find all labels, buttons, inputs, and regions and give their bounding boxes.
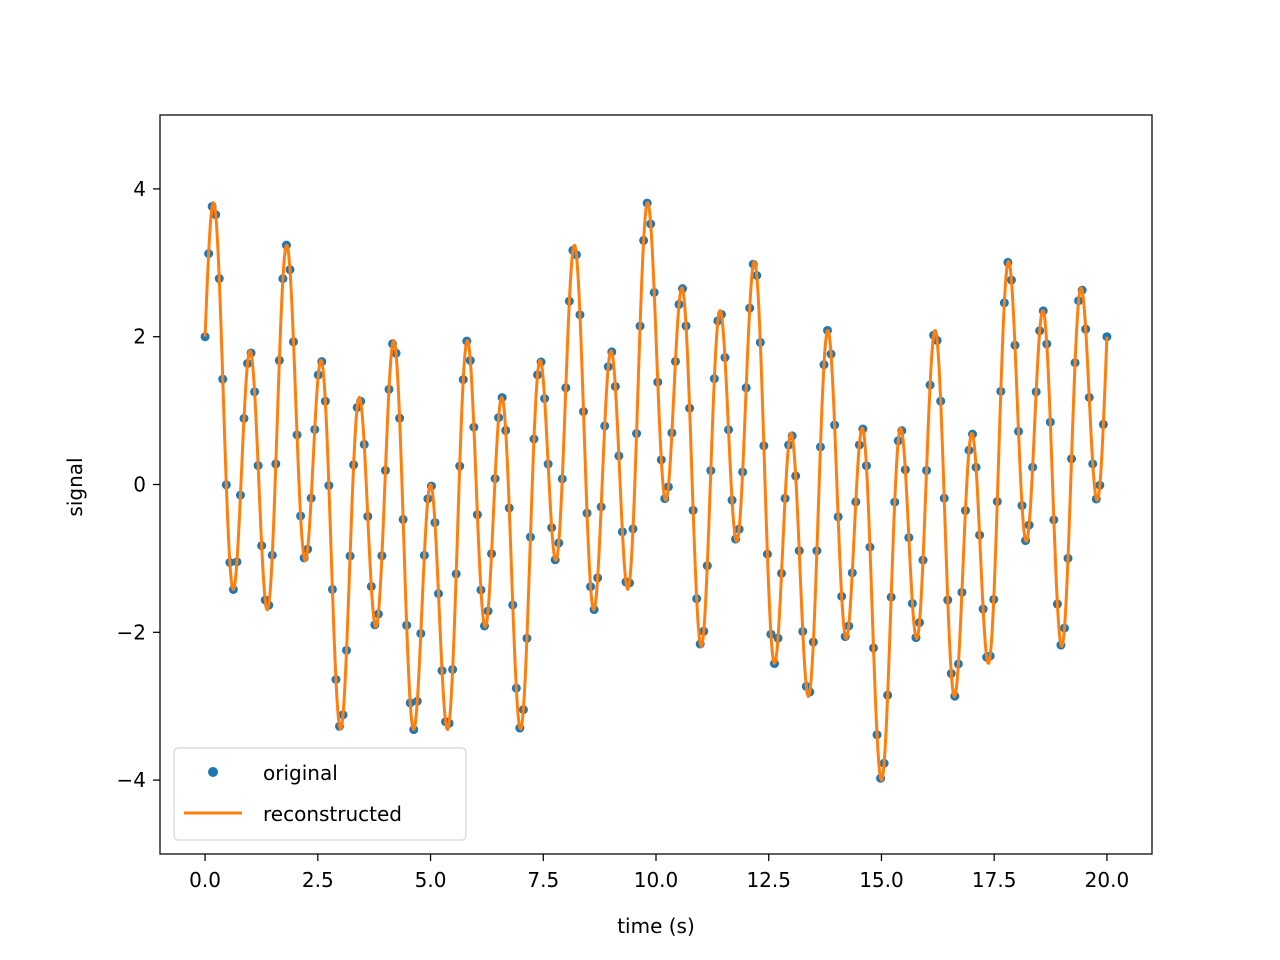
y-tick-label: 2: [133, 325, 146, 349]
legend-marker-original: [208, 767, 218, 777]
y-tick-label: −4: [117, 768, 146, 792]
x-tick-label: 5.0: [415, 868, 447, 892]
series-layer: [200, 198, 1112, 783]
legend-box: [173, 747, 467, 841]
legend-label-original: original: [263, 761, 338, 785]
x-tick-label: 12.5: [746, 868, 791, 892]
x-tick-label: 17.5: [972, 868, 1017, 892]
series-line-reconstructed: [203, 201, 1109, 782]
y-tick-label: 4: [133, 177, 146, 201]
y-axis-label: signal: [63, 457, 87, 516]
x-tick-label: 15.0: [859, 868, 904, 892]
x-axis: 0.0 2.5 5.0 7.5 10.0 12.5 15.0 17.5 20.0: [189, 854, 1129, 892]
x-tick-label: 2.5: [302, 868, 334, 892]
y-tick-label: −2: [117, 620, 146, 644]
x-tick-label: 7.5: [527, 868, 559, 892]
x-tick-label: 10.0: [634, 868, 679, 892]
x-tick-label: 20.0: [1085, 868, 1130, 892]
legend: original reconstructed: [173, 747, 467, 841]
axes-background: [160, 115, 1152, 854]
legend-label-reconstructed: reconstructed: [263, 802, 402, 826]
y-axis: −4 −2 0 2 4: [117, 177, 160, 792]
x-tick-label: 0.0: [189, 868, 221, 892]
x-axis-label: time (s): [617, 914, 695, 938]
y-tick-label: 0: [133, 473, 146, 497]
plot-area: [159, 114, 1153, 855]
